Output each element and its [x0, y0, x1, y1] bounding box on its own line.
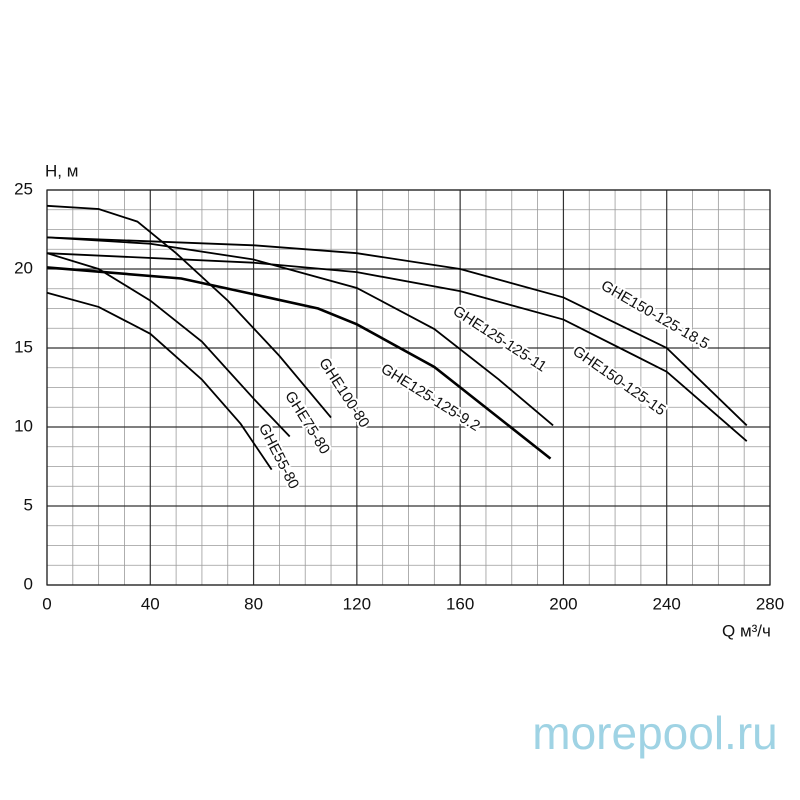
- x-tick-label: 80: [244, 594, 263, 613]
- x-tick-label: 200: [549, 594, 577, 613]
- y-tick-label: 5: [24, 495, 33, 514]
- y-tick-label: 15: [14, 337, 33, 356]
- pump-curve: [46, 204, 332, 419]
- curve-label: GHE125-125-11: [450, 302, 550, 375]
- x-tick-label: 40: [141, 594, 160, 613]
- curve-label: GHE125-125-9.2: [378, 360, 483, 435]
- curve-label: GHE150-125-15: [569, 343, 668, 420]
- x-tick-label: 160: [446, 594, 474, 613]
- x-tick-label: 240: [653, 594, 681, 613]
- x-tick-label: 280: [756, 594, 784, 613]
- y-tick-label: 0: [24, 574, 33, 593]
- y-axis-label: H, м: [45, 161, 78, 180]
- pump-curve: [46, 252, 748, 442]
- pump-curve: [46, 252, 291, 438]
- y-tick-label: 20: [14, 258, 33, 277]
- watermark: morepool.ru: [532, 707, 777, 759]
- y-tick-label: 25: [14, 179, 33, 198]
- curve-label: GHE100-80: [315, 355, 372, 431]
- pump-curve: [46, 291, 273, 471]
- y-tick-label: 10: [14, 416, 33, 435]
- pump-curve: [46, 236, 554, 427]
- x-tick-label: 120: [343, 594, 371, 613]
- x-tick-label: 0: [42, 594, 51, 613]
- x-axis-label: Q м³/ч: [722, 621, 771, 640]
- pump-curve: [46, 266, 552, 460]
- plot-border: [46, 189, 771, 586]
- pump-curve: [46, 236, 748, 427]
